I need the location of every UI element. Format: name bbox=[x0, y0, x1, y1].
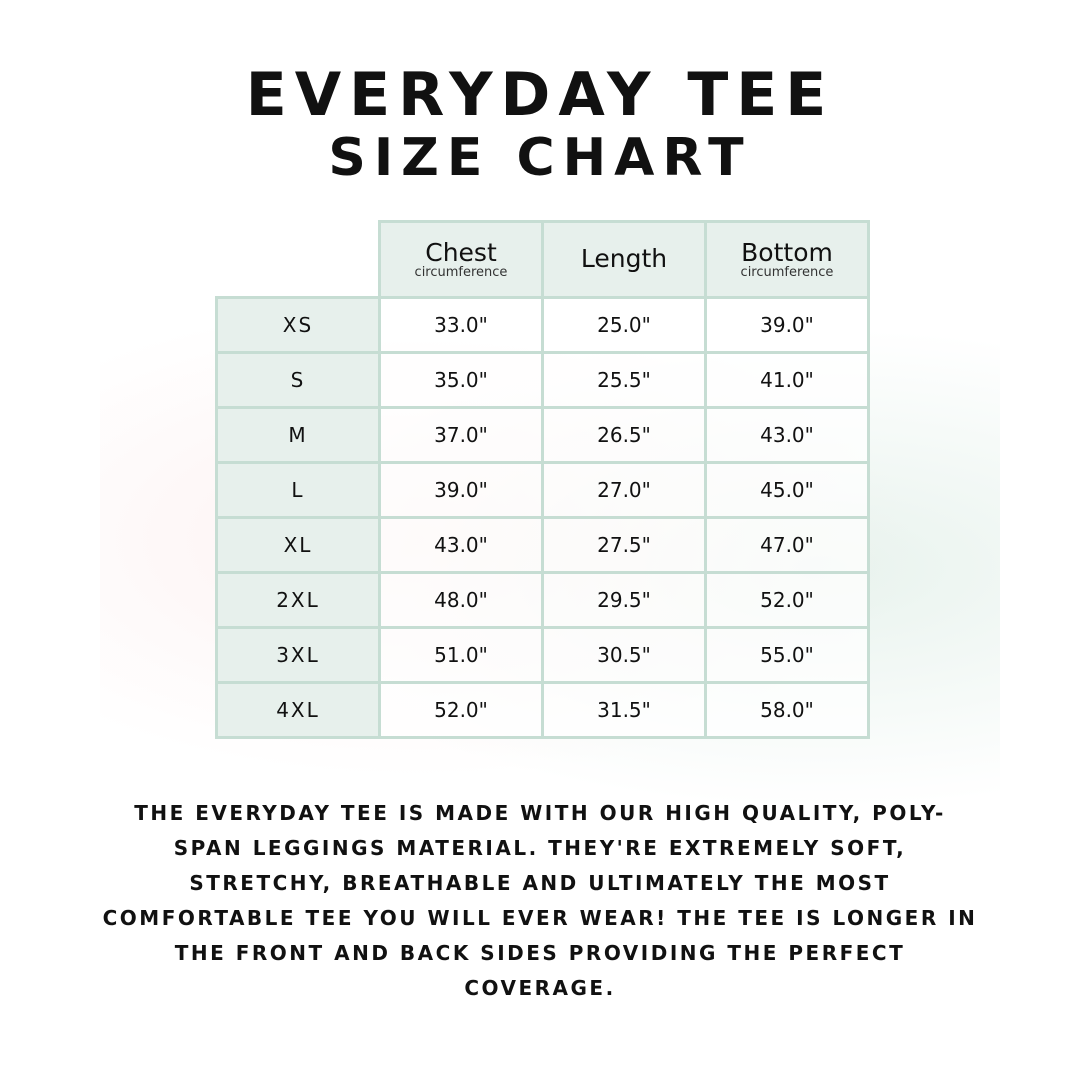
column-label: Length bbox=[580, 244, 668, 274]
column-sublabel: circumference bbox=[414, 264, 508, 280]
size-cell: XS bbox=[215, 296, 381, 354]
length-cell: 26.5" bbox=[541, 406, 707, 464]
size-table: Chest circumference Length Bottom circumfe… bbox=[215, 220, 870, 739]
chest-cell: 43.0" bbox=[378, 516, 544, 574]
length-cell: 30.5" bbox=[541, 626, 707, 684]
length-cell: 25.5" bbox=[541, 351, 707, 409]
table-row: M 37.0" 26.5" 43.0" bbox=[215, 406, 870, 464]
column-sublabel: circumference bbox=[740, 264, 834, 280]
bottom-cell: 52.0" bbox=[704, 571, 870, 629]
column-label: Bottom bbox=[741, 237, 833, 267]
bottom-cell: 47.0" bbox=[704, 516, 870, 574]
bottom-cell: 55.0" bbox=[704, 626, 870, 684]
size-cell: 2XL bbox=[215, 571, 381, 629]
length-cell: 31.5" bbox=[541, 681, 707, 739]
bottom-cell: 41.0" bbox=[704, 351, 870, 409]
chest-cell: 37.0" bbox=[378, 406, 544, 464]
column-label: Chest bbox=[425, 237, 497, 267]
size-cell: XL bbox=[215, 516, 381, 574]
size-cell: 3XL bbox=[215, 626, 381, 684]
page-subtitle: SIZE CHART bbox=[328, 128, 752, 188]
table-row: 4XL 52.0" 31.5" 58.0" bbox=[215, 681, 870, 739]
chest-cell: 51.0" bbox=[378, 626, 544, 684]
chest-cell: 33.0" bbox=[378, 296, 544, 354]
table-row: S 35.0" 25.5" 41.0" bbox=[215, 351, 870, 409]
chest-cell: 39.0" bbox=[378, 461, 544, 519]
page-title: EVERYDAY TEE bbox=[245, 60, 835, 130]
table-row: XS 33.0" 25.0" 39.0" bbox=[215, 296, 870, 354]
bottom-cell: 43.0" bbox=[704, 406, 870, 464]
table-row: 2XL 48.0" 29.5" 52.0" bbox=[215, 571, 870, 629]
table-header-row: Chest circumference Length Bottom circumfe… bbox=[217, 220, 870, 299]
size-cell: 4XL bbox=[215, 681, 381, 739]
size-cell: M bbox=[215, 406, 381, 464]
table-row: L 39.0" 27.0" 45.0" bbox=[215, 461, 870, 519]
chest-cell: 35.0" bbox=[378, 351, 544, 409]
length-cell: 29.5" bbox=[541, 571, 707, 629]
length-cell: 27.5" bbox=[541, 516, 707, 574]
size-cell: S bbox=[215, 351, 381, 409]
column-header-chest: Chest circumference bbox=[378, 220, 544, 299]
table-row: XL 43.0" 27.5" 47.0" bbox=[215, 516, 870, 574]
chest-cell: 52.0" bbox=[378, 681, 544, 739]
bottom-cell: 45.0" bbox=[704, 461, 870, 519]
size-cell: L bbox=[215, 461, 381, 519]
column-header-length: Length bbox=[541, 220, 707, 299]
table-row: 3XL 51.0" 30.5" 55.0" bbox=[215, 626, 870, 684]
description: The Everyday Tee is made with our high q… bbox=[102, 801, 978, 1000]
bottom-cell: 39.0" bbox=[704, 296, 870, 354]
chest-cell: 48.0" bbox=[378, 571, 544, 629]
corner-cell bbox=[217, 222, 380, 298]
length-cell: 25.0" bbox=[541, 296, 707, 354]
length-cell: 27.0" bbox=[541, 461, 707, 519]
column-header-bottom: Bottom circumference bbox=[704, 220, 870, 299]
bottom-cell: 58.0" bbox=[704, 681, 870, 739]
